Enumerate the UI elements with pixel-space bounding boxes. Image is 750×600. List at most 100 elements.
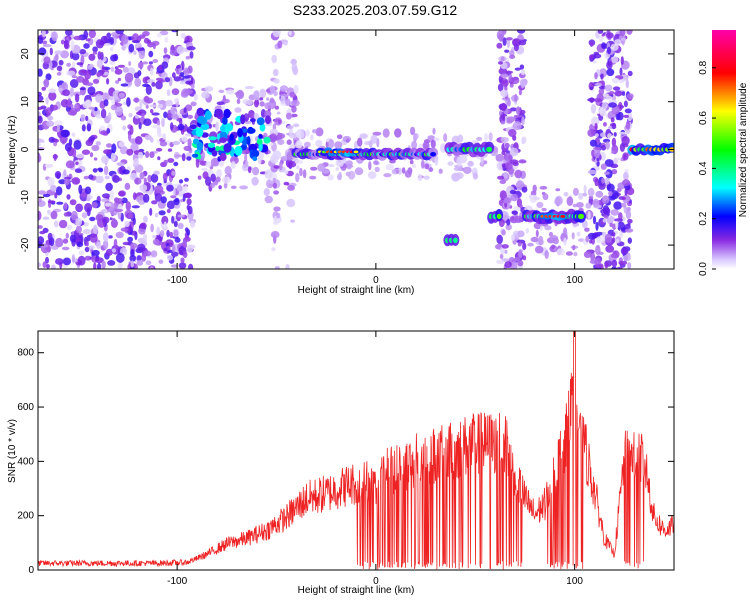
noise-blob	[182, 75, 191, 79]
noise-blob	[103, 99, 109, 107]
noise-blob	[190, 220, 196, 228]
noise-blob	[111, 248, 117, 253]
noise-blob	[62, 238, 69, 244]
noise-blob	[272, 68, 279, 77]
noise-blob	[521, 186, 528, 193]
noise-blob	[411, 163, 417, 169]
noise-blob	[131, 205, 140, 209]
noise-blob	[272, 177, 277, 183]
noise-blob	[621, 202, 627, 208]
noise-blob	[124, 220, 130, 228]
noise-blob	[92, 51, 98, 55]
noise-blob	[508, 154, 513, 162]
noise-blob	[38, 68, 43, 77]
noise-blob	[101, 198, 110, 202]
noise-blob	[159, 141, 168, 147]
noise-blob	[626, 207, 631, 212]
noise-blob	[201, 91, 210, 99]
noise-blob	[43, 56, 51, 65]
noise-blob	[154, 212, 159, 218]
noise-blob	[315, 139, 323, 147]
y-tick-label: 400	[17, 456, 34, 467]
noise-blob	[145, 97, 154, 104]
noise-blob	[614, 218, 623, 222]
feature-blob	[196, 107, 205, 117]
feature-blob	[201, 132, 209, 138]
noise-blob	[138, 200, 144, 205]
noise-blob	[128, 43, 135, 53]
noise-blob	[286, 198, 296, 208]
noise-blob	[590, 104, 597, 114]
noise-blob	[161, 61, 169, 69]
noise-blob	[120, 227, 129, 232]
noise-blob	[180, 72, 185, 77]
noise-blob	[155, 80, 163, 90]
noise-blob	[296, 165, 300, 170]
noise-blob	[605, 95, 613, 100]
noise-blob	[74, 104, 79, 109]
noise-blob	[170, 264, 178, 268]
noise-blob	[279, 85, 289, 92]
noise-blob	[149, 104, 157, 108]
noise-blob	[76, 62, 84, 66]
noise-blob	[64, 142, 72, 152]
noise-blob	[270, 231, 280, 239]
noise-blob	[565, 251, 573, 256]
noise-blob	[102, 232, 109, 242]
noise-blob	[589, 54, 594, 60]
noise-blob	[183, 107, 187, 114]
noise-blob	[613, 201, 623, 210]
noise-blob	[128, 61, 132, 66]
noise-blob	[290, 219, 296, 223]
noise-blob	[505, 161, 513, 170]
noise-blob	[134, 77, 142, 87]
noise-blob	[603, 122, 607, 127]
noise-blob	[504, 249, 508, 254]
noise-blob	[601, 33, 605, 37]
noise-blob	[122, 169, 130, 175]
noise-blob	[310, 166, 318, 171]
feature-blob	[215, 145, 221, 152]
noise-blob	[626, 93, 634, 99]
noise-blob	[58, 84, 63, 93]
noise-blob	[186, 244, 194, 253]
noise-blob	[106, 78, 110, 85]
noise-blob	[621, 91, 626, 96]
noise-blob	[85, 139, 94, 146]
noise-blob	[163, 159, 168, 165]
noise-blob	[273, 78, 280, 84]
noise-blob	[95, 39, 104, 49]
noise-blob	[409, 159, 414, 165]
noise-blob	[178, 262, 187, 269]
noise-blob	[151, 200, 158, 205]
noise-blob	[166, 208, 171, 214]
noise-blob	[527, 242, 534, 247]
noise-blob	[144, 134, 152, 141]
noise-blob	[264, 195, 273, 204]
noise-blob	[593, 51, 600, 56]
noise-blob	[177, 222, 184, 229]
noise-blob	[71, 254, 75, 264]
noise-blob	[88, 30, 96, 39]
noise-blob	[145, 104, 149, 109]
x-tick-label: 0	[373, 275, 379, 286]
noise-blob	[505, 224, 512, 231]
noise-blob	[182, 250, 188, 259]
noise-blob	[70, 210, 78, 221]
noise-blob	[54, 192, 58, 199]
noise-blob	[273, 206, 281, 212]
noise-blob	[156, 226, 161, 236]
noise-blob	[132, 192, 137, 201]
noise-blob	[107, 260, 116, 266]
colorbar-tick-label: 0.4	[698, 161, 709, 175]
noise-blob	[285, 98, 291, 106]
noise-blob	[587, 169, 597, 175]
noise-blob	[97, 262, 102, 269]
noise-blob	[292, 66, 299, 76]
noise-blob	[621, 196, 626, 200]
noise-blob	[589, 97, 595, 103]
noise-blob	[230, 161, 236, 169]
noise-blob	[272, 30, 281, 38]
noise-blob	[54, 171, 62, 179]
